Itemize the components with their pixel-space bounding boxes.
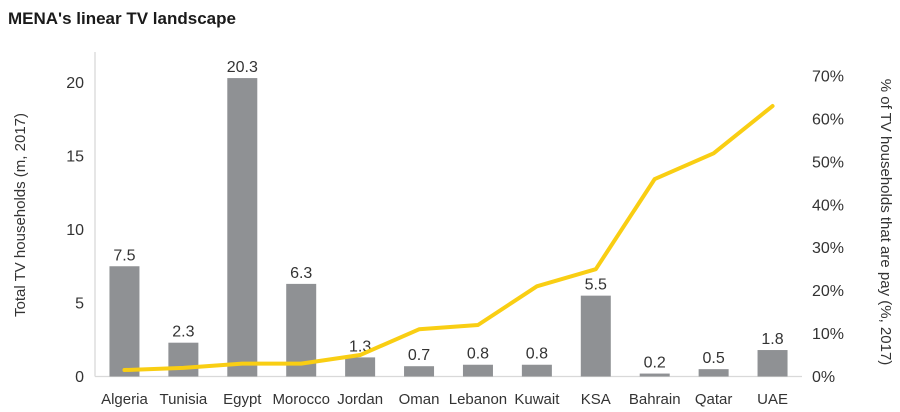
bar-ksa xyxy=(580,295,611,377)
left-axis-tick-label: 20 xyxy=(66,75,84,92)
category-label-ksa: KSA xyxy=(581,391,611,408)
bar-value-label: 7.5 xyxy=(113,247,135,264)
right-axis-tick-label: 20% xyxy=(812,283,844,300)
bar-egypt xyxy=(227,78,258,377)
right-axis-tick-label: 40% xyxy=(812,197,844,214)
bar-tunisia xyxy=(168,342,199,377)
right-axis-title: % of TV households that are pay (%, 2017… xyxy=(877,79,894,366)
left-axis-tick-label: 0 xyxy=(75,369,84,386)
category-label-tunisia: Tunisia xyxy=(159,391,207,408)
right-axis-tick-label: 0% xyxy=(812,369,835,386)
bar-value-label: 0.2 xyxy=(644,355,666,372)
bar-value-label: 0.7 xyxy=(408,347,430,364)
right-axis-tick-label: 50% xyxy=(812,154,844,171)
bar-value-label: 2.3 xyxy=(172,324,194,341)
left-axis-title: Total TV households (m, 2017) xyxy=(12,113,29,317)
category-label-kuwait: Kuwait xyxy=(514,391,560,408)
category-label-qatar: Qatar xyxy=(695,391,733,408)
bar-algeria xyxy=(109,266,140,377)
bar-value-label: 0.8 xyxy=(526,346,548,363)
bar-value-label: 0.5 xyxy=(703,350,725,367)
bar-value-label: 6.3 xyxy=(290,265,312,282)
right-axis-tick-label: 30% xyxy=(812,240,844,257)
bar-oman xyxy=(404,366,435,377)
bar-value-label: 5.5 xyxy=(585,277,607,294)
pay-tv-line xyxy=(122,104,775,373)
category-label-oman: Oman xyxy=(399,391,440,408)
bar-kuwait xyxy=(521,364,552,377)
category-label-egypt: Egypt xyxy=(223,391,262,408)
plot-group: 0 5 10 15 20 0% 10% 20% 30% 40% 50% 60% 70% 7.5 2.3 20.… xyxy=(66,52,844,408)
bar-uae xyxy=(757,350,788,377)
bar-qatar xyxy=(698,369,729,377)
category-label-morocco: Morocco xyxy=(272,391,330,408)
right-axis-tick-label: 10% xyxy=(812,326,844,343)
bar-jordan xyxy=(345,357,376,377)
bar-bahrain xyxy=(639,373,670,377)
category-label-bahrain: Bahrain xyxy=(629,391,681,408)
category-label-uae: UAE xyxy=(757,391,788,408)
axis-lines xyxy=(94,52,802,378)
bar-lebanon xyxy=(462,364,493,377)
bar-value-label: 1.8 xyxy=(761,331,783,348)
bar-value-label: 20.3 xyxy=(227,59,258,76)
category-label-jordan: Jordan xyxy=(337,391,383,408)
left-axis-tick-label: 10 xyxy=(66,222,84,239)
right-axis-tick-label: 70% xyxy=(812,69,844,86)
bar-value-label: 0.8 xyxy=(467,346,489,363)
right-axis-tick-label: 60% xyxy=(812,111,844,128)
category-label-algeria: Algeria xyxy=(101,391,148,408)
chart-title: MENA's linear TV landscape xyxy=(8,9,236,28)
left-axis-tick-label: 15 xyxy=(66,149,84,166)
category-label-lebanon: Lebanon xyxy=(449,391,507,408)
left-axis-tick-label: 5 xyxy=(75,296,84,313)
